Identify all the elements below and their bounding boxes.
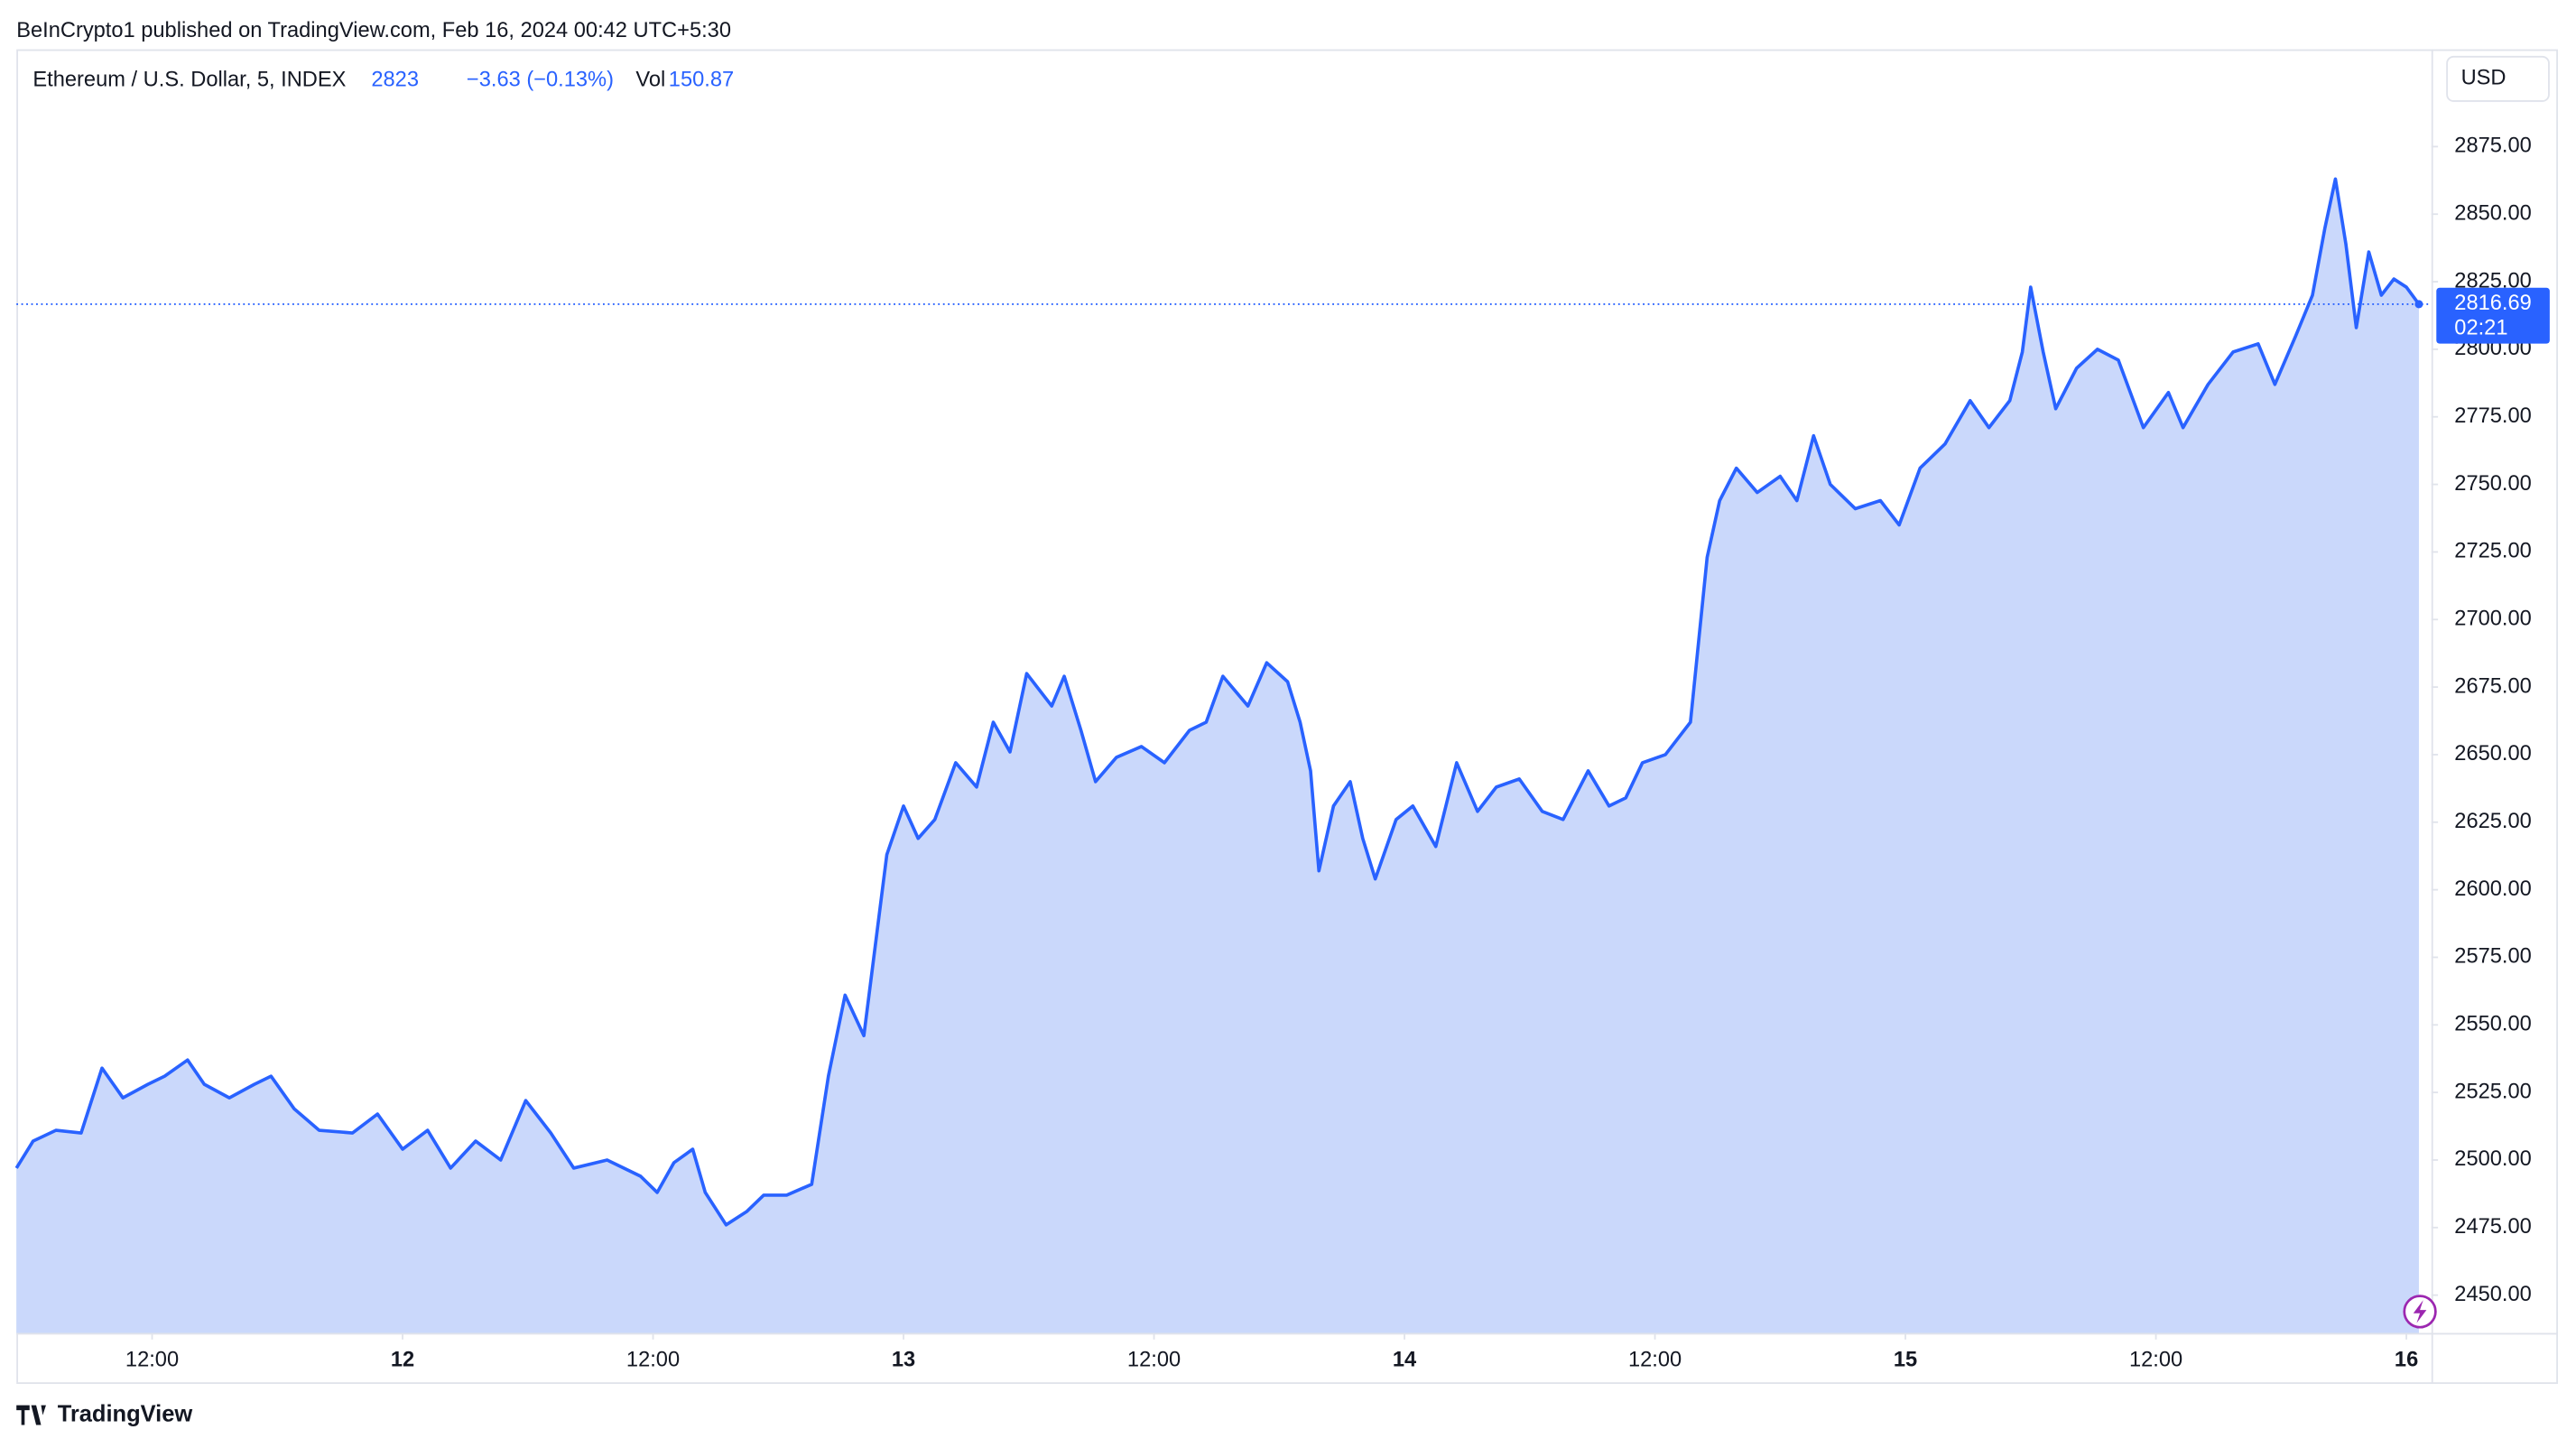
last-price-box — [2436, 287, 2550, 344]
x-tick-label: 14 — [1393, 1349, 1417, 1372]
plot — [14, 177, 2432, 1333]
y-tick-label: 2450.00 — [2454, 1283, 2532, 1306]
currency[interactable]: USD — [2461, 67, 2507, 90]
last-price: 2823 — [371, 68, 419, 91]
price-line — [14, 177, 2421, 1227]
price-change: −3.63 (−0.13%) — [467, 68, 614, 91]
y-tick-label: 2775.00 — [2454, 404, 2532, 428]
y-tick-label: 2500.00 — [2454, 1147, 2532, 1171]
footer-logo: TradingView — [16, 1401, 192, 1426]
x-tick-label: 12:00 — [125, 1349, 179, 1372]
y-tick-label: 2850.00 — [2454, 201, 2532, 225]
x-tick-label: 12 — [391, 1349, 414, 1372]
x-tick-label: 16 — [2395, 1349, 2418, 1372]
y-tick-label: 2575.00 — [2454, 945, 2532, 969]
y-tick-label: 2625.00 — [2454, 810, 2532, 833]
last-price-label: 2816.69 — [2454, 292, 2532, 315]
y-tick-label: 2675.00 — [2454, 674, 2532, 698]
countdown: 02:21 — [2454, 316, 2507, 339]
x-tick-label: 12:00 — [1628, 1349, 1682, 1372]
volume-label: Vol — [635, 68, 665, 91]
x-tick-label: 15 — [1894, 1349, 1917, 1372]
y-tick-label: 2700.00 — [2454, 608, 2532, 631]
currency-button[interactable] — [2446, 55, 2550, 102]
symbol: Ethereum / U.S. Dollar, 5, INDEX — [32, 68, 346, 91]
last-price-dot — [2414, 300, 2423, 309]
x-tick-label: 13 — [892, 1349, 915, 1372]
lightning-icon[interactable] — [2403, 1295, 2437, 1329]
y-tick-label: 2750.00 — [2454, 472, 2532, 496]
y-tick-label: 2650.00 — [2454, 742, 2532, 766]
y-tick-label: 2600.00 — [2454, 877, 2532, 901]
x-tick-label: 12:00 — [2129, 1349, 2182, 1372]
y-tick-label: 2525.00 — [2454, 1080, 2532, 1103]
publish-header: BeInCrypto1 published on TradingView.com… — [16, 19, 731, 42]
volume: 150.87 — [669, 68, 734, 91]
y-tick-label: 2550.00 — [2454, 1013, 2532, 1036]
area-fill — [16, 179, 2419, 1333]
y-tick-label: 2475.00 — [2454, 1215, 2532, 1239]
chart-frame — [16, 49, 2558, 1384]
footer-text: TradingView — [58, 1401, 193, 1426]
x-tick-label: 12:00 — [1127, 1349, 1181, 1372]
y-tick-label: 2725.00 — [2454, 540, 2532, 563]
y-tick-label: 2875.00 — [2454, 135, 2532, 158]
x-tick-label: 12:00 — [626, 1349, 680, 1372]
